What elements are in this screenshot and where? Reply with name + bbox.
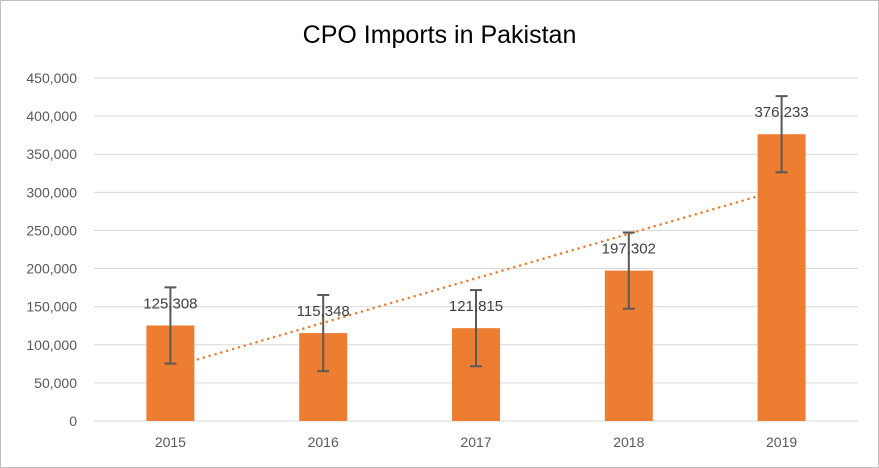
- chart-title: CPO Imports in Pakistan: [302, 21, 577, 49]
- y-tick-label: 450,000: [26, 70, 77, 86]
- trendline: [196, 183, 800, 361]
- y-tick-label: 200,000: [26, 261, 77, 277]
- data-label: 376,233: [754, 104, 808, 121]
- data-label: 197,302: [602, 241, 656, 258]
- x-tick-label: 2018: [613, 434, 644, 450]
- error-bar: [164, 286, 177, 365]
- data-label: 125,308: [143, 295, 197, 312]
- y-tick-label: 400,000: [26, 108, 77, 124]
- x-tick-label: 2017: [460, 434, 491, 450]
- data-label: 121,815: [449, 298, 503, 315]
- x-tick-label: 2016: [308, 434, 339, 450]
- y-tick-label: 0: [69, 413, 77, 429]
- error-bar: [622, 231, 635, 310]
- y-tick-label: 150,000: [26, 299, 77, 315]
- y-tick-label: 250,000: [26, 222, 77, 238]
- x-tick-label: 2015: [155, 434, 186, 450]
- y-tick-label: 350,000: [26, 146, 77, 162]
- x-tick-label: 2019: [766, 434, 797, 450]
- error-bar: [317, 293, 330, 373]
- bar-2019: [757, 134, 806, 421]
- error-bar: [775, 95, 788, 174]
- y-tick-label: 100,000: [26, 337, 77, 353]
- y-tick-label: 300,000: [26, 184, 77, 200]
- y-tick-label: 50,000: [34, 375, 77, 391]
- error-bar: [470, 289, 482, 368]
- data-label: 115,348: [297, 303, 350, 320]
